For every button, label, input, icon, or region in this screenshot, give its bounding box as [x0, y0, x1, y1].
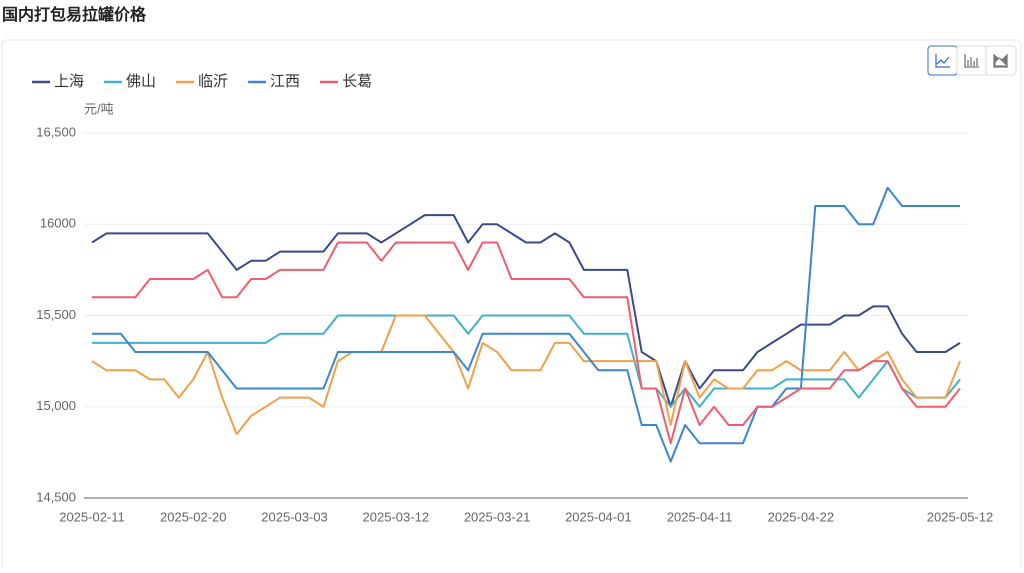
- series-line: [92, 241, 961, 445]
- x-tick-label: 2025-02-20: [160, 509, 227, 524]
- chart-title: 国内打包易拉罐价格: [2, 5, 147, 24]
- y-tick-label: 16,500: [36, 124, 76, 139]
- y-tick-label: 14,500: [36, 489, 76, 504]
- line-icon: [935, 54, 950, 68]
- series-line: [91, 214, 961, 408]
- legend-label: 临沂: [198, 73, 228, 90]
- bar-icon: [964, 54, 979, 68]
- y-unit: 元/吨: [84, 101, 114, 116]
- x-tick-label: 2025-04-01: [565, 509, 632, 524]
- y-tick-label: 16000: [40, 216, 76, 231]
- x-tick-label: 2025-02-11: [59, 509, 125, 524]
- legend-label: 上海: [54, 73, 84, 90]
- series-line: [91, 314, 961, 436]
- legend-label: 长葛: [342, 73, 372, 90]
- series-line: [92, 186, 960, 463]
- line-view-button[interactable]: [927, 45, 958, 76]
- x-tick-label: 2025-04-11: [667, 509, 733, 524]
- toolbar: [927, 45, 1017, 76]
- card: [1, 39, 1022, 573]
- x-tick-label: 2025-05-12: [927, 509, 994, 524]
- x-tick-label: 2025-03-03: [261, 509, 328, 524]
- area-icon: [993, 53, 1008, 68]
- x-tick-label: 2025-04-22: [768, 509, 835, 524]
- y-tick-label: 15,000: [36, 398, 76, 413]
- y-tick-label: 15,500: [36, 307, 76, 322]
- legend-label: 佛山: [126, 73, 156, 90]
- x-tick-label: 2025-03-12: [363, 509, 430, 524]
- legend-label: 江西: [270, 73, 300, 90]
- series-line: [92, 314, 961, 408]
- x-tick-label: 2025-03-21: [464, 509, 531, 524]
